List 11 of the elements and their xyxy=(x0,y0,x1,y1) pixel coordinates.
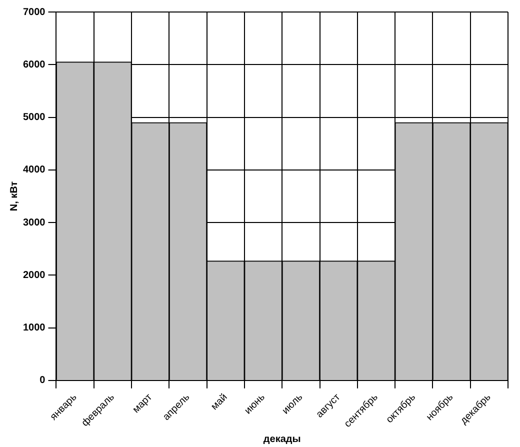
y-tick-label: 0 xyxy=(40,375,46,386)
y-tick-label: 4000 xyxy=(22,164,46,176)
y-tick-label: 3000 xyxy=(22,217,46,228)
x-axis-title: декады xyxy=(263,434,301,445)
y-tick-label: 6000 xyxy=(22,59,46,70)
x-tick-label: май xyxy=(209,392,230,412)
y-tick-label: 5000 xyxy=(22,112,46,124)
y-axis-title: N, кВт xyxy=(8,181,20,212)
y-tick-label: 2000 xyxy=(22,270,46,281)
y-tick-label: 1000 xyxy=(22,322,46,334)
y-tick-label: 7000 xyxy=(22,6,46,18)
